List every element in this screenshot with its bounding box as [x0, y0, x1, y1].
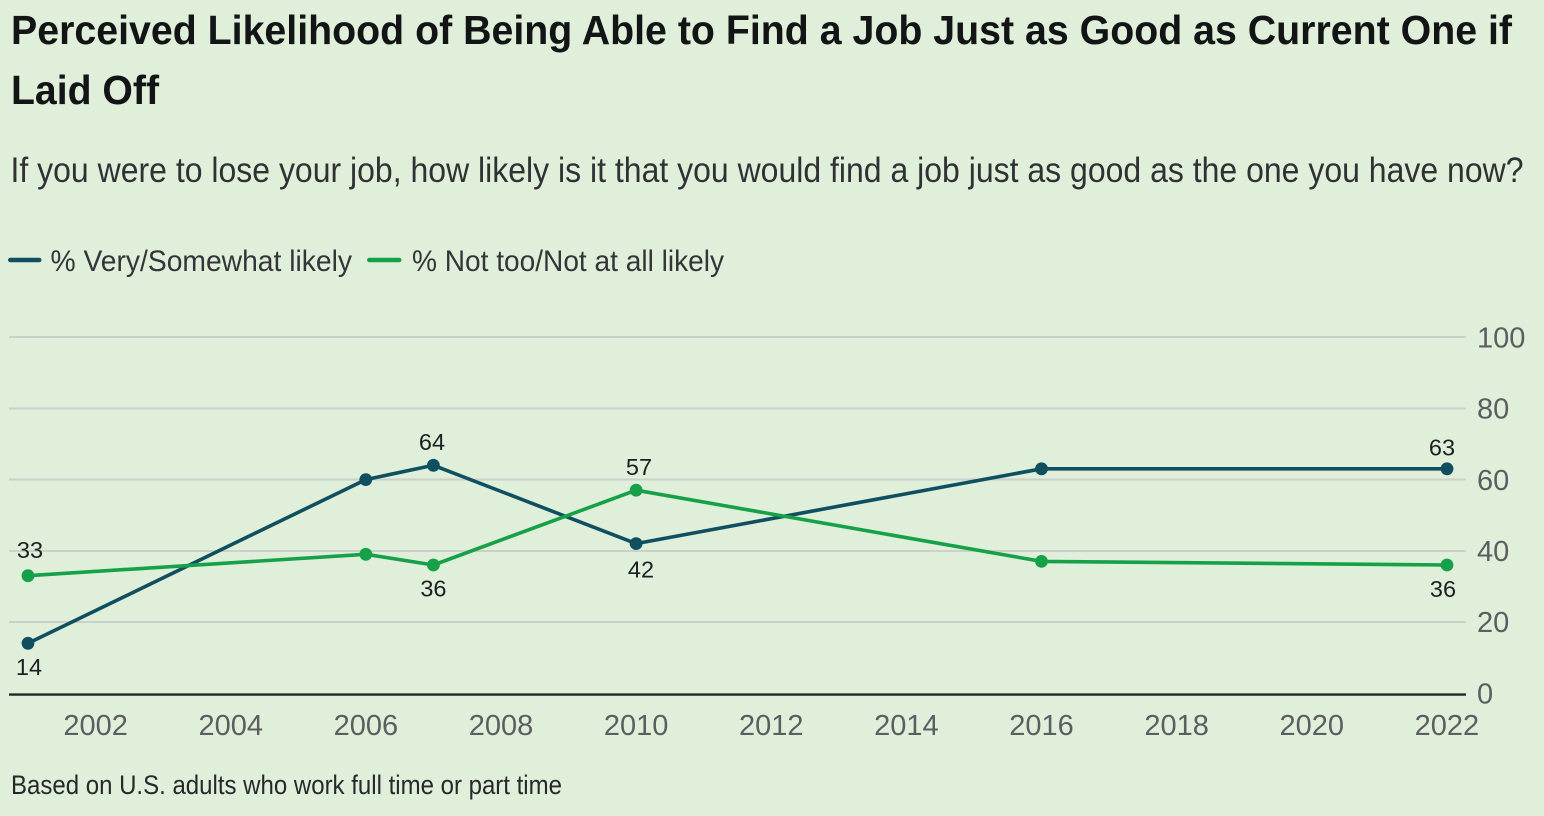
svg-text:Based on U.S. adults who work: Based on U.S. adults who work full time …: [11, 770, 562, 800]
svg-text:0: 0: [1477, 678, 1493, 710]
svg-text:2022: 2022: [1415, 710, 1480, 742]
svg-text:64: 64: [419, 429, 445, 455]
svg-text:63: 63: [1429, 435, 1455, 461]
svg-text:2012: 2012: [739, 710, 804, 742]
svg-text:57: 57: [626, 454, 652, 480]
svg-text:% Very/Somewhat likely: % Very/Somewhat likely: [51, 245, 353, 278]
svg-text:100: 100: [1477, 322, 1525, 354]
svg-text:14: 14: [16, 654, 42, 680]
svg-text:20: 20: [1477, 607, 1509, 639]
svg-text:2006: 2006: [334, 710, 399, 742]
svg-text:60: 60: [1477, 465, 1509, 497]
svg-text:2004: 2004: [199, 710, 264, 742]
svg-text:2018: 2018: [1144, 710, 1209, 742]
svg-text:36: 36: [1430, 576, 1456, 602]
svg-text:Laid Off: Laid Off: [11, 67, 159, 113]
svg-text:2008: 2008: [469, 710, 534, 742]
svg-text:2016: 2016: [1009, 710, 1074, 742]
svg-text:% Not too/Not at all likely: % Not too/Not at all likely: [412, 245, 724, 278]
svg-text:42: 42: [628, 557, 654, 583]
svg-text:2014: 2014: [874, 710, 939, 742]
svg-text:2020: 2020: [1279, 710, 1344, 742]
svg-text:36: 36: [420, 576, 446, 602]
svg-text:33: 33: [17, 537, 43, 563]
svg-text:2010: 2010: [604, 710, 669, 742]
svg-text:2002: 2002: [63, 710, 128, 742]
svg-text:40: 40: [1477, 536, 1509, 568]
svg-text:Perceived Likelihood of Being: Perceived Likelihood of Being Able to Fi…: [11, 7, 1512, 53]
svg-text:If you were to lose your job,: If you were to lose your job, how likely…: [11, 151, 1524, 190]
svg-text:80: 80: [1477, 394, 1509, 426]
